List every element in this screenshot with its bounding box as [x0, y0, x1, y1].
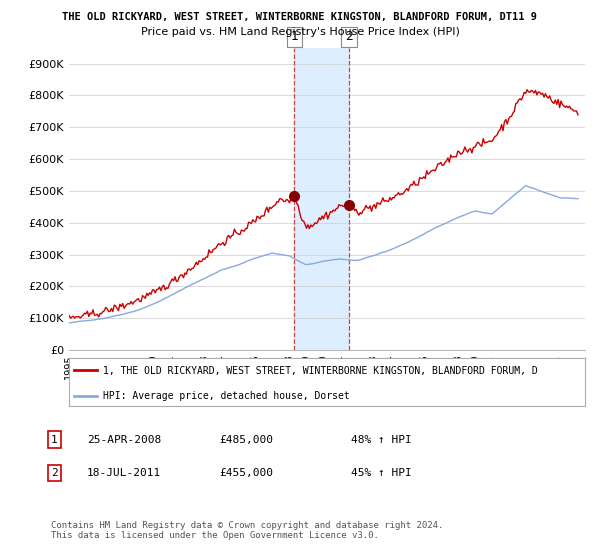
Text: 48% ↑ HPI: 48% ↑ HPI [351, 435, 412, 445]
Text: 2: 2 [345, 30, 353, 44]
Bar [295, 48, 349, 350]
Text: £455,000: £455,000 [219, 468, 273, 478]
Text: £485,000: £485,000 [219, 435, 273, 445]
Text: 25-APR-2008: 25-APR-2008 [87, 435, 161, 445]
Text: 45% ↑ HPI: 45% ↑ HPI [351, 468, 412, 478]
Text: THE OLD RICKYARD, WEST STREET, WINTERBORNE KINGSTON, BLANDFORD FORUM, DT11 9: THE OLD RICKYARD, WEST STREET, WINTERBOR… [62, 12, 538, 22]
Text: 18-JUL-2011: 18-JUL-2011 [87, 468, 161, 478]
Text: 1: 1 [51, 435, 58, 445]
Text: 1, THE OLD RICKYARD, WEST STREET, WINTERBORNE KINGSTON, BLANDFORD FORUM, D: 1, THE OLD RICKYARD, WEST STREET, WINTER… [103, 366, 537, 376]
Text: 1: 1 [290, 30, 298, 44]
Text: 2: 2 [51, 468, 58, 478]
Text: Price paid vs. HM Land Registry's House Price Index (HPI): Price paid vs. HM Land Registry's House … [140, 27, 460, 37]
Text: Contains HM Land Registry data © Crown copyright and database right 2024.
This d: Contains HM Land Registry data © Crown c… [51, 521, 443, 540]
Text: HPI: Average price, detached house, Dorset: HPI: Average price, detached house, Dors… [103, 391, 349, 402]
